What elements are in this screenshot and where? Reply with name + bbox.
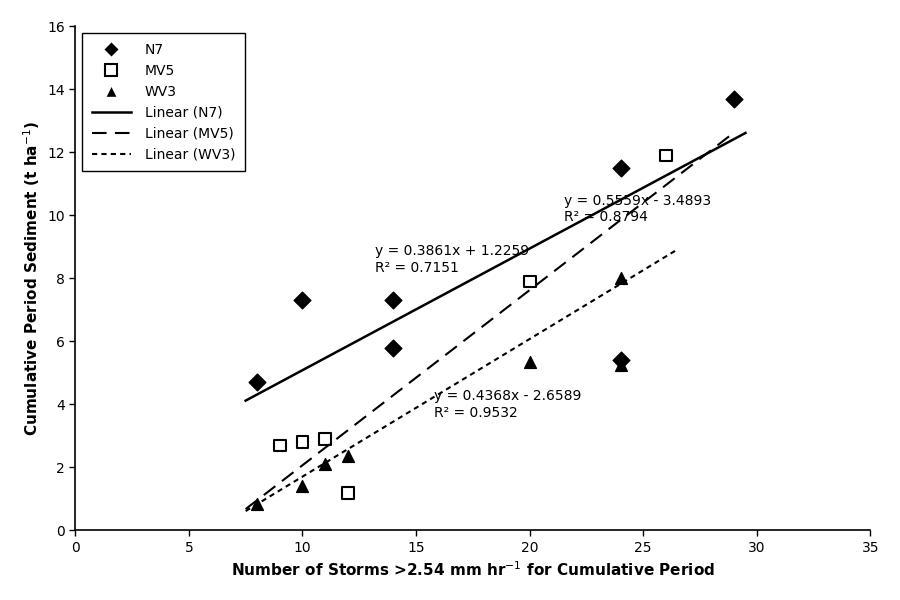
Linear (N7) xyxy=(740,130,751,137)
MV5 xyxy=(341,488,356,497)
MV5 xyxy=(273,440,287,450)
Linear (MV5) xyxy=(729,129,740,136)
X-axis label: Number of Storms >2.54 mm hr$^{-1}$ for Cumulative Period: Number of Storms >2.54 mm hr$^{-1}$ for … xyxy=(230,560,715,579)
WV3 xyxy=(250,499,265,509)
N7 xyxy=(386,296,400,305)
N7 xyxy=(727,94,742,104)
Linear (WV3) xyxy=(672,246,683,253)
N7 xyxy=(613,163,627,173)
MV5 xyxy=(295,437,310,447)
Linear (WV3) xyxy=(240,508,251,515)
Linear (N7) xyxy=(240,397,251,404)
N7 xyxy=(250,377,265,387)
Y-axis label: Cumulative Period Sediment (t ha$^{-1}$): Cumulative Period Sediment (t ha$^{-1}$) xyxy=(21,121,41,436)
Line: Linear (MV5): Linear (MV5) xyxy=(246,133,734,509)
MV5 xyxy=(659,151,673,160)
WV3 xyxy=(341,452,356,461)
WV3 xyxy=(522,357,536,367)
WV3 xyxy=(295,482,310,491)
Line: Linear (WV3): Linear (WV3) xyxy=(246,250,678,511)
MV5 xyxy=(318,434,332,444)
Text: y = 0.4368x - 2.6589
R² = 0.9532: y = 0.4368x - 2.6589 R² = 0.9532 xyxy=(434,389,581,419)
N7 xyxy=(613,356,627,365)
MV5 xyxy=(522,277,536,286)
Linear (MV5) xyxy=(240,505,251,512)
N7 xyxy=(295,296,310,305)
Legend: N7, MV5, WV3, Linear (N7), Linear (MV5), Linear (WV3): N7, MV5, WV3, Linear (N7), Linear (MV5),… xyxy=(82,33,245,172)
Line: Linear (N7): Linear (N7) xyxy=(246,133,745,401)
Text: y = 0.3861x + 1.2259
R² = 0.7151: y = 0.3861x + 1.2259 R² = 0.7151 xyxy=(375,244,529,275)
Text: y = 0.5559x - 3.4893
R² = 0.8794: y = 0.5559x - 3.4893 R² = 0.8794 xyxy=(563,194,711,224)
N7 xyxy=(386,343,400,353)
WV3 xyxy=(613,274,627,283)
WV3 xyxy=(613,360,627,370)
WV3 xyxy=(318,460,332,469)
